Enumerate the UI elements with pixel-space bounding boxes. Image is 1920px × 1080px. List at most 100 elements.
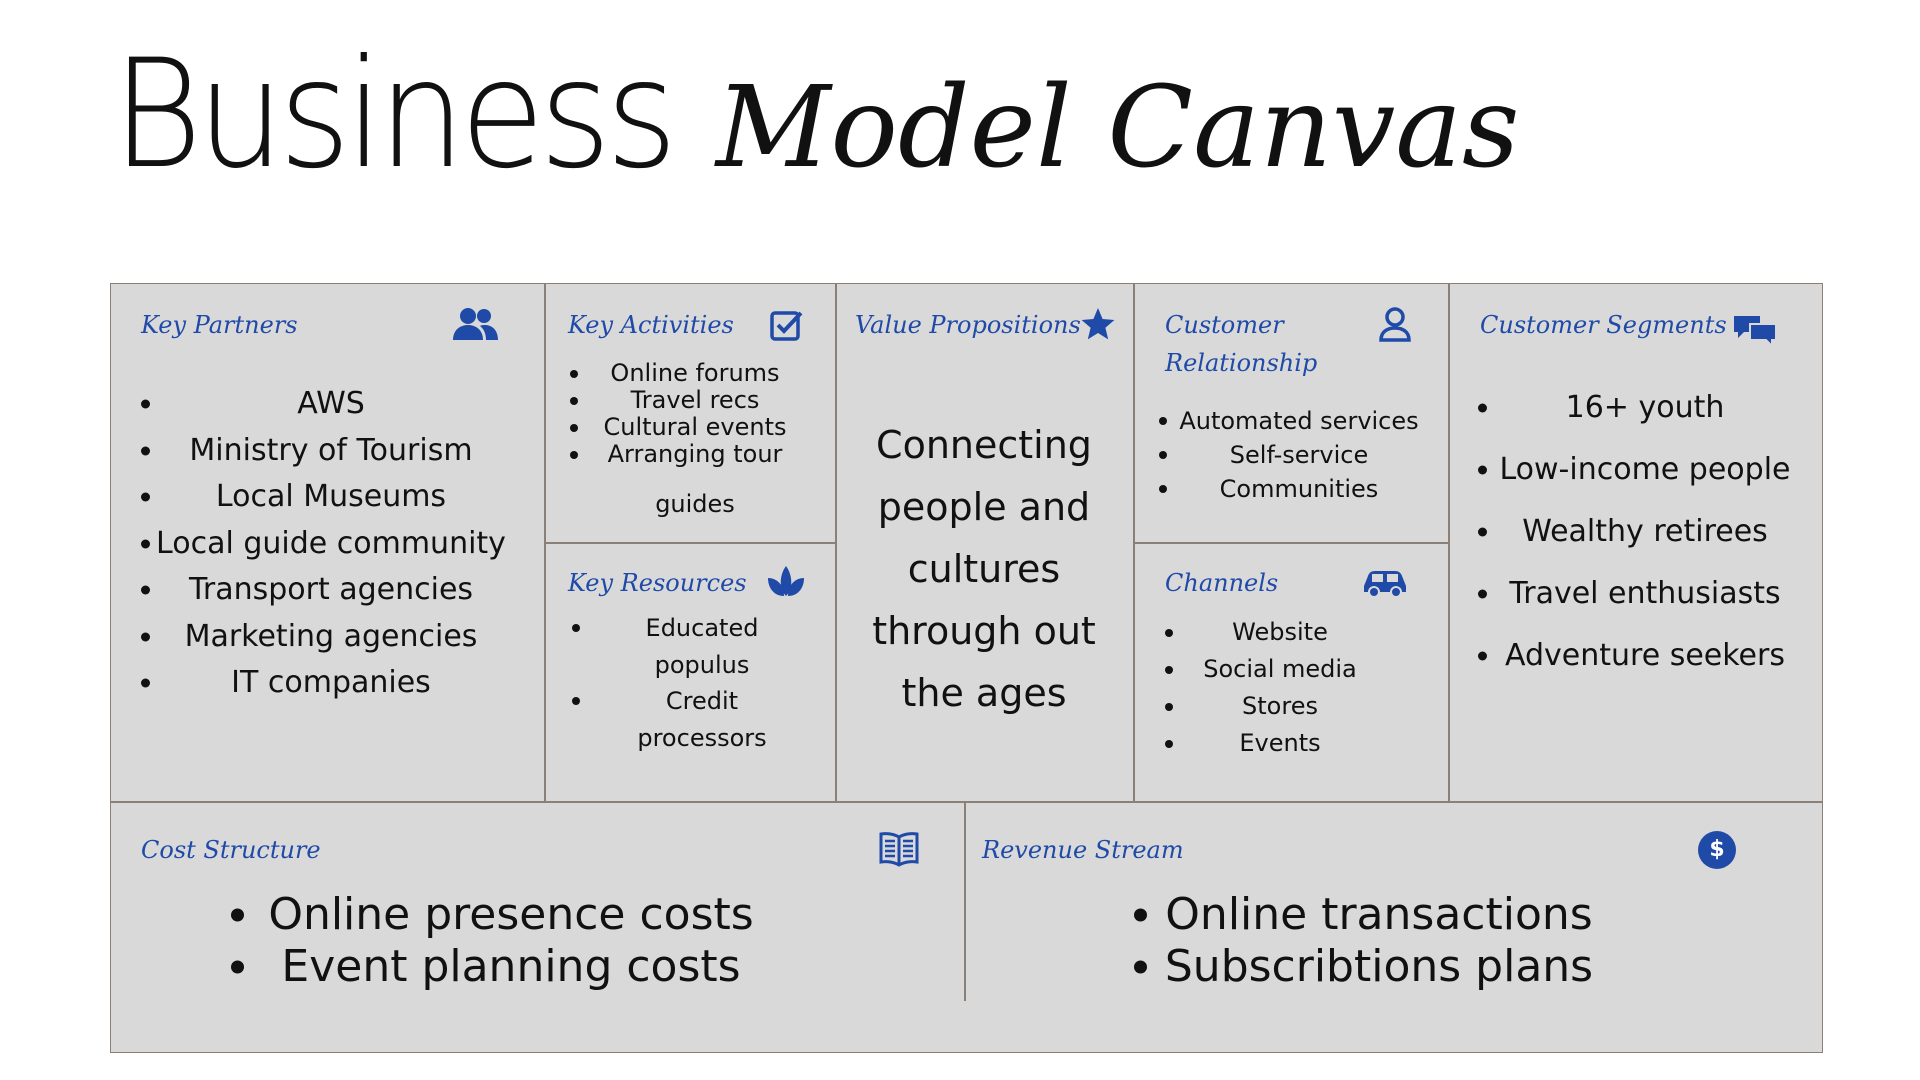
revenue-stream-heading: Revenue Stream [982,836,1184,864]
list-item: Marketing agencies [141,614,521,661]
key-resources-list: Educated populus Credit processors [572,610,832,756]
list-item-text: Event planning costs [281,941,741,992]
channels-list: Website Social media Stores Events [1165,614,1395,762]
checkbox-icon [769,308,803,346]
list-item: 16+ youth [1478,377,1812,439]
list-item: Transport agencies [141,567,521,614]
list-item-text: Marketing agencies [184,618,478,654]
list-item: Online transactions [1134,889,1624,941]
key-activities-heading: Key Activities [568,311,734,339]
list-item-text: Social media [1203,655,1357,683]
key-resources-heading: Key Resources [568,569,747,597]
divider [1448,284,1450,801]
chat-icon [1732,312,1778,350]
book-icon [879,831,919,871]
list-item-text: Travel enthusiasts [1509,576,1781,611]
customer-relationship-heading-line2: Relationship [1165,349,1318,377]
divider [1133,542,1448,544]
customer-relationship-heading-line1: Customer [1165,311,1284,339]
bullet [572,697,580,706]
bullet [141,399,150,409]
customer-relationship-list: Automated services Self-service Communitie… [1159,404,1439,506]
people-icon [451,306,499,346]
list-item: AWS [141,381,521,428]
divider [111,801,1822,803]
bullet [1134,960,1147,974]
key-activities-section: Key Activities Online forums Travel recs C… [544,284,835,542]
list-item: Educated [572,610,832,647]
person-icon [1378,306,1412,346]
customer-segments-section: Customer Segments 16+ youth Low-income pe… [1448,284,1822,801]
key-activities-item-continuation: guides [655,490,735,518]
bullet [1165,739,1173,748]
list-item: Social media [1165,651,1395,688]
value-propositions-section: Value Propositions Connecting people and… [835,284,1133,801]
list-item-text: Online forums [610,359,780,387]
business-model-canvas: Key Partners AWS Ministry of Tourism Local… [110,283,1823,1053]
list-item-text: Online transactions [1165,889,1593,940]
bullet [1478,589,1487,599]
bullet [1478,651,1487,661]
list-item-text: Ministry of Tourism [189,432,473,468]
list-item: Subscribtions plans [1134,941,1624,993]
leaf-icon [766,564,806,602]
list-item-text: Cultural events [603,413,787,441]
title-model-canvas: Model Canvas [715,63,1520,193]
key-partners-section: Key Partners AWS Ministry of Tourism Local… [111,284,544,801]
list-item: Arranging tour [570,441,820,468]
key-partners-list: AWS Ministry of Tourism Local Museums Local… [141,381,521,707]
bullet [1159,451,1167,459]
divider [544,542,835,544]
bullet [1165,628,1173,637]
customer-segments-list: 16+ youth Low-income people Wealthy retire… [1478,377,1812,687]
bullet [141,585,150,595]
bullet [570,369,578,378]
list-item: Wealthy retirees [1478,501,1812,563]
list-item: Events [1165,725,1395,762]
list-item: Low-income people [1478,439,1812,501]
value-proposition-text: Connecting people and cultures through o… [872,423,1096,715]
list-item-text: Transport agencies [188,572,474,607]
list-item-text: Self-service [1229,441,1369,469]
car-icon [1360,568,1410,602]
bullet [570,423,578,432]
bullet [141,492,150,502]
dollar-icon: $ [1698,831,1736,869]
list-item: Adventure seekers [1478,625,1812,687]
list-item-text: Credit [665,687,739,715]
list-item: Stores [1165,688,1395,725]
bullet [1165,702,1173,711]
value-propositions-heading: Value Propositions [855,311,1081,339]
title-business: Business [112,28,678,202]
bullet [1134,908,1147,922]
bullet [1159,485,1167,493]
list-item-text: Adventure seekers [1505,638,1785,673]
page-title: Business Model Canvas [112,40,1520,190]
list-item-text: Communities [1219,475,1379,503]
list-item-text: Stores [1242,692,1318,720]
bullet [1159,417,1167,425]
bullet [1165,665,1173,674]
list-item-text: Subscribtions plans [1164,941,1594,992]
list-item-text: Travel recs [630,386,760,414]
list-item: Local Museums [141,474,521,521]
key-partners-heading: Key Partners [141,311,298,339]
bullet [231,908,244,922]
list-item-text: Low-income people [1499,452,1791,487]
list-item-text: Automated services [1179,407,1419,435]
divider [964,801,966,1001]
key-activities-list: Online forums Travel recs Cultural events A… [570,360,820,468]
bullet [1478,403,1487,413]
list-item-text: Local Museums [215,479,447,514]
bullet [1478,527,1487,537]
bullet [141,539,150,549]
bullet [141,632,150,642]
star-icon [1080,306,1116,346]
bullet [1478,465,1487,475]
list-item-text: Local guide community [156,525,506,561]
list-item-text: IT companies [231,665,431,700]
list-item-text: Arranging tour [607,440,783,468]
dollar-glyph: $ [1698,831,1736,869]
channels-section: Channels Website Social media Stores Events [1133,542,1448,801]
list-item: Cultural events [570,414,820,441]
